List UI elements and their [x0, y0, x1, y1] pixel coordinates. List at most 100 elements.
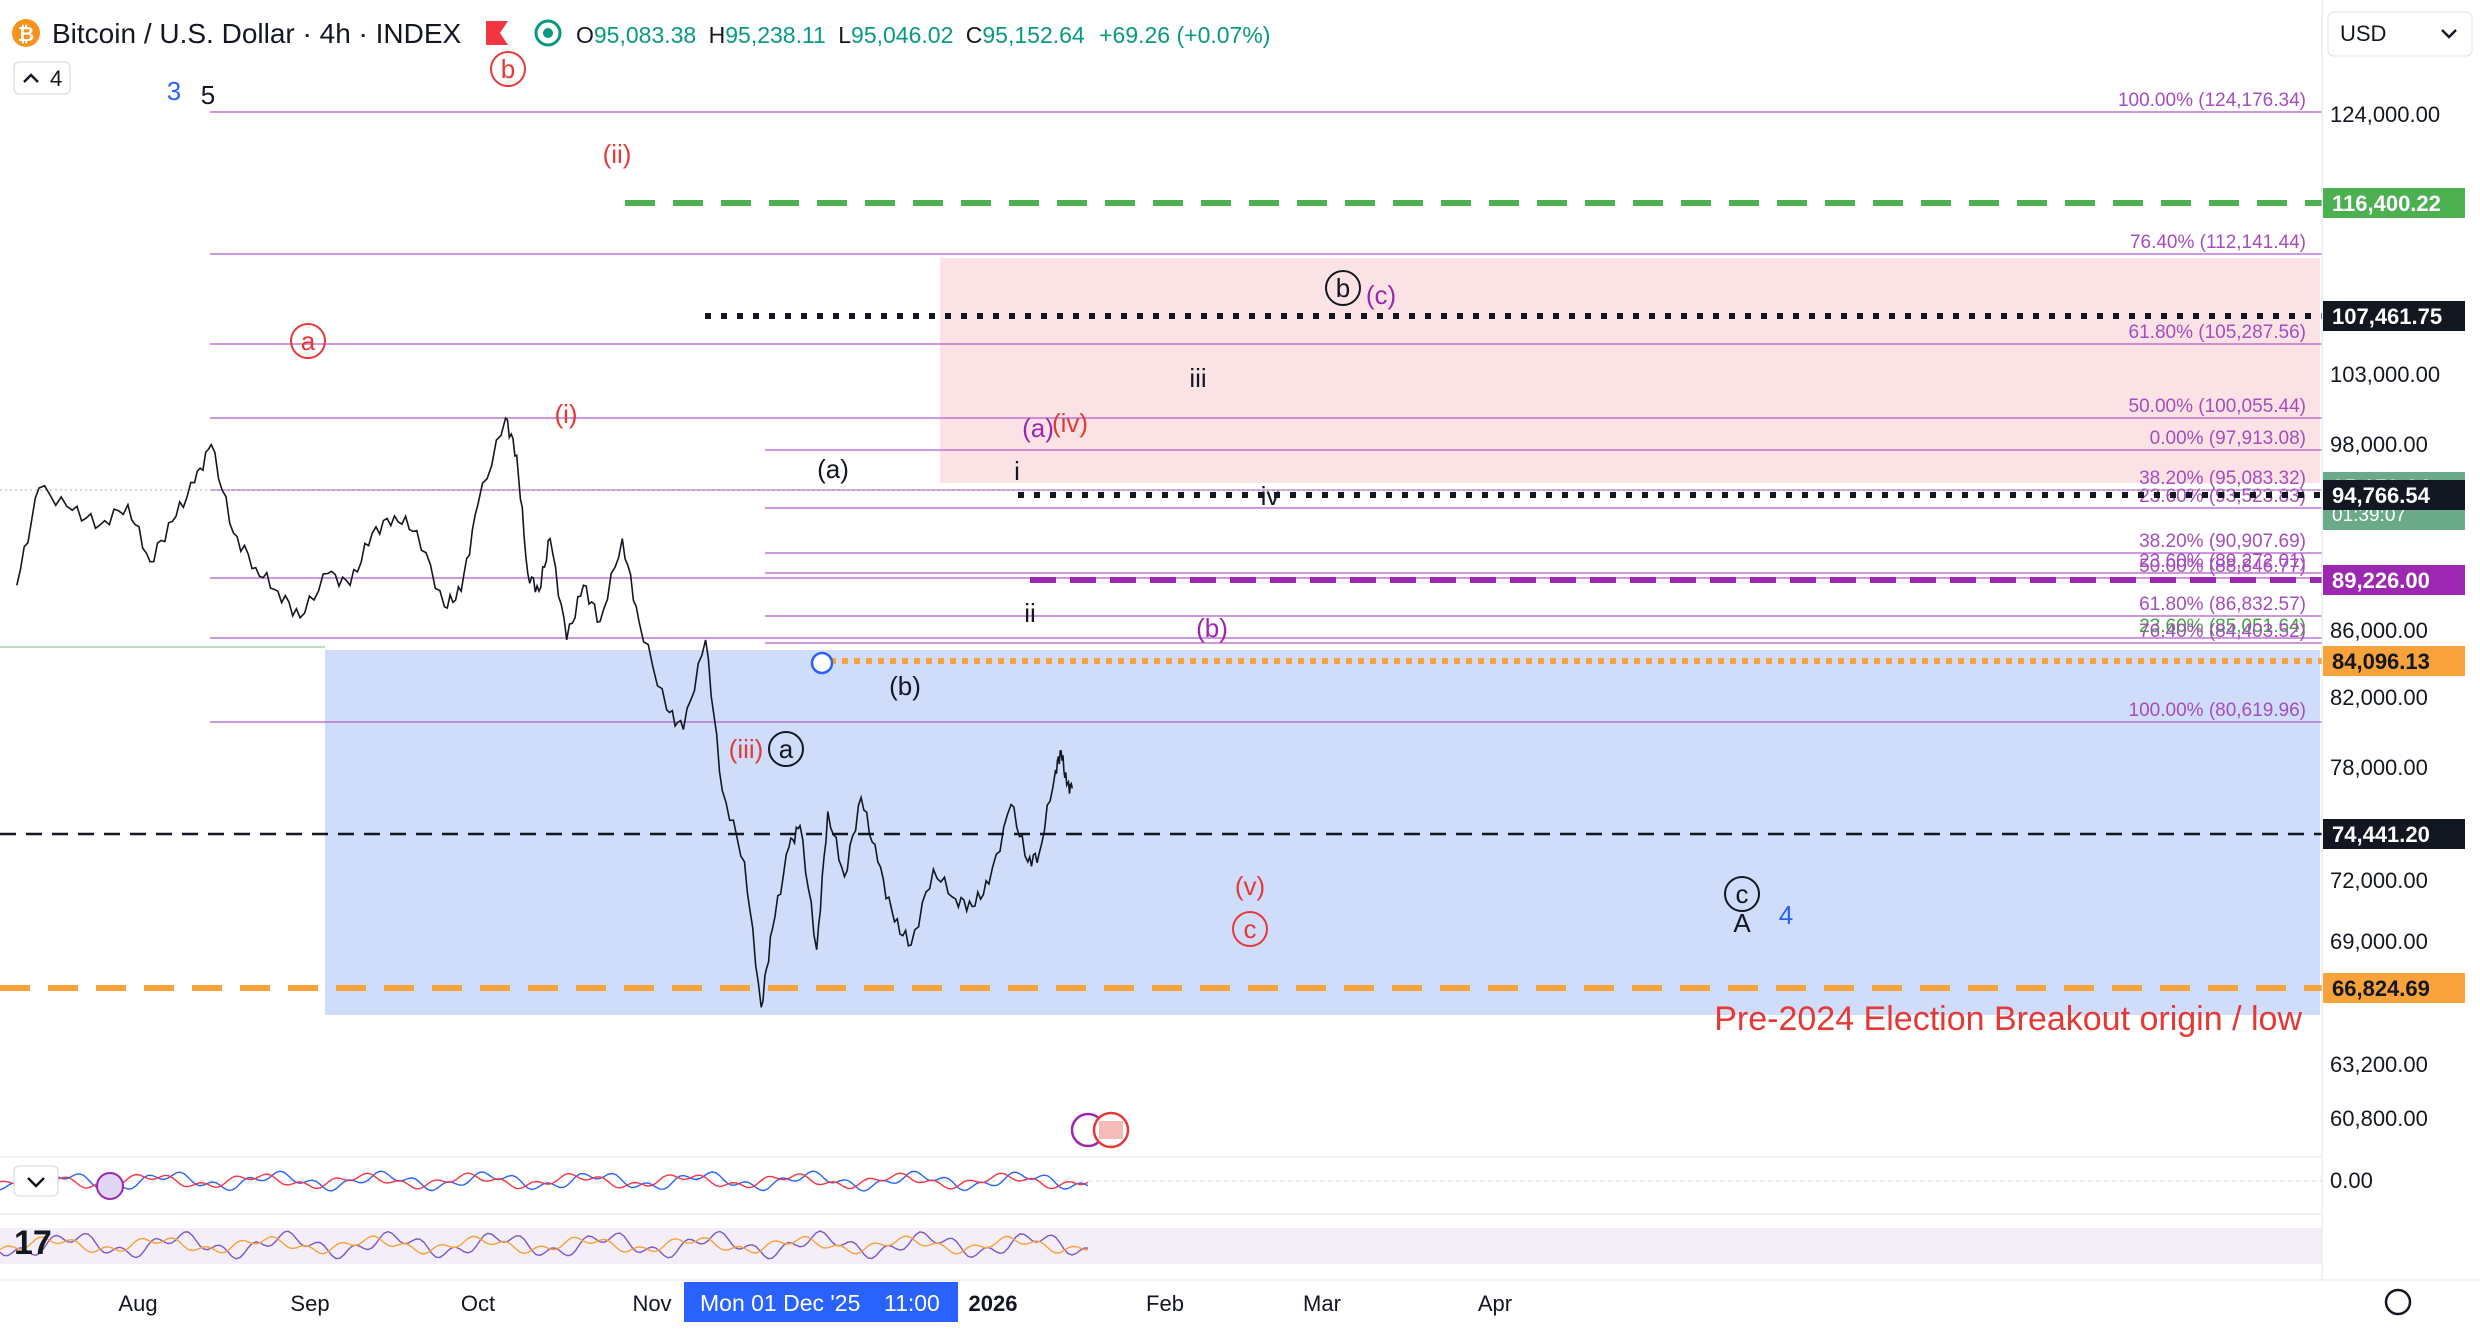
price-tag: [2323, 480, 2465, 510]
change-value: +69.26 (+0.07%): [1099, 22, 1270, 48]
price-tag-value: 66,824.69: [2332, 976, 2430, 1001]
price-tick-label: 72,000.00: [2330, 868, 2428, 893]
price-tag-value: 89,226.00: [2332, 568, 2430, 593]
open-value: 95,083.38: [594, 22, 696, 48]
svg-text:O95,083.38 H95,238.11: O95,083.38 H95,238.11 L95,046.02 C95,152…: [576, 22, 1270, 48]
rsi-ma-line: [0, 1235, 1089, 1255]
fib-label: 38.20% (90,907.69): [2139, 531, 2306, 552]
crosshair-date: Mon 01 Dec '25: [700, 1290, 860, 1316]
price-tick-label: 86,000.00: [2330, 618, 2428, 643]
wave-label: 3: [167, 76, 181, 106]
low-value: 95,046.02: [851, 22, 953, 48]
currency-value: USD: [2340, 21, 2386, 46]
price-tick-label: 78,000.00: [2330, 755, 2428, 780]
price-tick-label: 60,800.00: [2330, 1106, 2428, 1131]
fib-label: 100.00% (124,176.34): [2118, 90, 2306, 111]
fib-label: 61.80% (105,287.56): [2129, 322, 2306, 343]
wave-label: (a): [817, 454, 849, 484]
legend-header: ₿ Bitcoin / U.S. Dollar · 4h · INDEX O95…: [12, 18, 1270, 95]
flag-icon[interactable]: [486, 21, 508, 45]
time-tick-label: 2026: [969, 1291, 1018, 1316]
rsi-line: [0, 1230, 1088, 1260]
us-flag-icon[interactable]: [1092, 1111, 1130, 1149]
swing-low-marker[interactable]: [810, 651, 834, 675]
price-tag-value: 74,441.20: [2332, 822, 2430, 847]
price-tag-value: 94,766.54: [2332, 483, 2431, 508]
price-tag: [2323, 565, 2465, 595]
price-tag: [2323, 819, 2465, 849]
wave-label: 5: [201, 80, 215, 110]
wave-label: (ii): [603, 139, 632, 169]
time-tick-label: Oct: [461, 1291, 495, 1316]
wave-label: (i): [554, 399, 577, 429]
wave-label: (b): [1196, 613, 1228, 643]
collapse-pane-button[interactable]: [13, 1165, 59, 1197]
fib-label: 50.00% (100,055.44): [2129, 396, 2306, 417]
wave-circle: [1724, 876, 1760, 912]
wave-label: b: [501, 54, 515, 84]
fib-label: 100.00% (80,619.96): [2129, 700, 2306, 721]
time-tick-label: Nov: [632, 1291, 671, 1316]
wave-label: A: [1733, 908, 1751, 938]
wave-circle: [490, 51, 526, 87]
price-tick-label: 82,000.00: [2330, 685, 2428, 710]
wave-label: (b): [889, 671, 921, 701]
wave-label: 4: [1779, 900, 1793, 930]
wave-label: (iii): [729, 734, 764, 764]
close-value: 95,152.64: [982, 22, 1085, 48]
settings-gear-icon[interactable]: [2384, 1288, 2412, 1316]
price-tag: [2323, 301, 2465, 331]
price-tick-label: 124,000.00: [2330, 102, 2440, 127]
wave-label: (a): [1022, 413, 1054, 443]
time-axis: Aug Sep Oct Nov 2026 Feb Mar Apr: [118, 1291, 1512, 1316]
chevron-up-icon: [23, 73, 39, 83]
wave-label: c: [1736, 879, 1749, 909]
blue-support-zone: [325, 650, 2320, 1015]
market-status-dot: [543, 28, 553, 38]
price-tag: [2323, 188, 2465, 218]
fib-label: 38.20% (95,083.32): [2139, 468, 2306, 489]
macd-value: 0.00: [2330, 1168, 2373, 1193]
close-label: C: [966, 22, 983, 48]
wave-label: c: [1244, 914, 1257, 944]
bitcoin-logo-icon: [12, 19, 40, 47]
wave-circle: [1325, 270, 1361, 306]
wave-circle: [1232, 911, 1268, 947]
time-tick-label: Apr: [1478, 1291, 1512, 1316]
indicator-toggle[interactable]: [13, 61, 71, 95]
time-tick-label: Feb: [1146, 1291, 1184, 1316]
rsi-pane: 17: [0, 1213, 2322, 1264]
wave-label: a: [779, 734, 794, 764]
wave-label: iii: [1189, 363, 1206, 393]
open-label: O: [576, 22, 594, 48]
price-tag-value: 116,400.22: [2332, 191, 2441, 216]
price-series-line: [16, 416, 1073, 1008]
wave-circle: [290, 323, 326, 359]
wave-label: (c): [1366, 280, 1396, 310]
horizontal-levels: [0, 200, 2322, 991]
price-tick-label: 98,000.00: [2330, 432, 2428, 457]
wave-label: (v): [1235, 871, 1265, 901]
price-tag: [2323, 973, 2465, 1003]
fib-label: 76.40% (84,403.52): [2139, 621, 2306, 642]
tradingview-logo-icon: 17: [14, 1224, 52, 1262]
wave-label: iv: [1261, 481, 1280, 511]
chevron-down-icon: [27, 1177, 45, 1188]
fib-label: 61.80% (86,832.57): [2139, 594, 2306, 615]
macd-signal-line: [0, 1172, 1089, 1190]
price-tags: 116,400.22107,461.7595,152.6401:39:0794,…: [2323, 188, 2465, 1003]
time-tick-label: Aug: [118, 1291, 157, 1316]
fib-label: 23.60% (89,272.01): [2139, 551, 2306, 572]
currency-select[interactable]: [2327, 11, 2473, 57]
refresh-icon[interactable]: [96, 1172, 124, 1200]
price-tag: [2323, 646, 2465, 676]
symbol-title[interactable]: Bitcoin / U.S. Dollar · 4h · INDEX: [52, 18, 462, 49]
wave-label: i: [1014, 456, 1020, 486]
breakout-annotation: Pre-2024 Election Breakout origin / low: [1714, 1000, 2302, 1038]
chevron-down-icon: [2441, 29, 2457, 39]
fib-label: 0.00% (97,913.08): [2150, 428, 2306, 449]
wave-label: a: [301, 326, 316, 356]
